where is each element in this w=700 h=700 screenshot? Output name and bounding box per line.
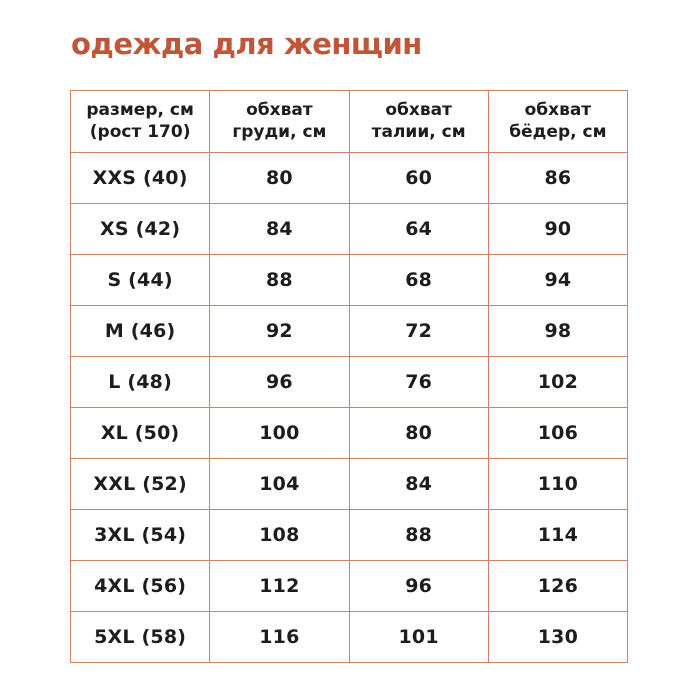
cell-waist: 88 xyxy=(348,509,489,561)
cell-chest: 80 xyxy=(209,152,350,204)
cell-waist: 96 xyxy=(348,560,489,612)
cell-waist: 84 xyxy=(348,458,489,510)
cell-size: 3XL (54) xyxy=(69,509,211,561)
cell-hips: 94 xyxy=(487,254,629,306)
cell-chest: 108 xyxy=(209,509,350,561)
cell-chest: 92 xyxy=(209,305,350,357)
cell-chest: 96 xyxy=(209,356,350,408)
cell-size: XL (50) xyxy=(69,407,211,459)
cell-size: XXL (52) xyxy=(69,458,211,510)
table-row: S (44) 88 68 94 xyxy=(69,254,629,306)
table-header: размер, см (рост 170) обхват груди, см о… xyxy=(69,90,629,153)
header-waist: обхват талии, см xyxy=(348,90,489,153)
size-chart-table: размер, см (рост 170) обхват груди, см о… xyxy=(69,90,629,663)
cell-hips: 130 xyxy=(487,611,629,663)
table-row: L (48) 96 76 102 xyxy=(69,356,629,408)
cell-size: 4XL (56) xyxy=(69,560,211,612)
header-row: размер, см (рост 170) обхват груди, см о… xyxy=(69,90,629,153)
cell-hips: 102 xyxy=(487,356,629,408)
header-chest-line2: груди, см xyxy=(232,121,327,142)
table-row: XXS (40) 80 60 86 xyxy=(69,152,629,204)
cell-size: M (46) xyxy=(69,305,211,357)
cell-waist: 60 xyxy=(348,152,489,204)
cell-size: S (44) xyxy=(69,254,211,306)
cell-size: XXS (40) xyxy=(69,152,211,204)
cell-hips: 98 xyxy=(487,305,629,357)
cell-chest: 112 xyxy=(209,560,350,612)
cell-waist: 80 xyxy=(348,407,489,459)
cell-waist: 68 xyxy=(348,254,489,306)
cell-chest: 116 xyxy=(209,611,350,663)
table-row: XS (42) 84 64 90 xyxy=(69,203,629,255)
header-waist-line2: талии, см xyxy=(371,121,466,142)
cell-size: 5XL (58) xyxy=(69,611,211,663)
cell-chest: 104 xyxy=(209,458,350,510)
header-size-line2: (рост 170) xyxy=(89,121,191,142)
table-row: 5XL (58) 116 101 130 xyxy=(69,611,629,663)
header-chest: обхват груди, см xyxy=(209,90,350,153)
cell-hips: 126 xyxy=(487,560,629,612)
table-row: M (46) 92 72 98 xyxy=(69,305,629,357)
table-row: XXL (52) 104 84 110 xyxy=(69,458,629,510)
header-waist-line1: обхват xyxy=(385,99,452,120)
header-size: размер, см (рост 170) xyxy=(69,90,211,153)
page-title: одежда для женщин xyxy=(71,27,422,61)
table-body: XXS (40) 80 60 86 XS (42) 84 64 90 S (44… xyxy=(69,152,629,663)
cell-hips: 114 xyxy=(487,509,629,561)
cell-waist: 101 xyxy=(348,611,489,663)
cell-chest: 84 xyxy=(209,203,350,255)
table-row: 3XL (54) 108 88 114 xyxy=(69,509,629,561)
table-row: XL (50) 100 80 106 xyxy=(69,407,629,459)
cell-chest: 88 xyxy=(209,254,350,306)
cell-hips: 110 xyxy=(487,458,629,510)
cell-waist: 76 xyxy=(348,356,489,408)
header-hips: обхват бёдер, см xyxy=(487,90,629,153)
table-row: 4XL (56) 112 96 126 xyxy=(69,560,629,612)
cell-hips: 86 xyxy=(487,152,629,204)
cell-chest: 100 xyxy=(209,407,350,459)
header-hips-line1: обхват xyxy=(524,99,592,120)
header-hips-line2: бёдер, см xyxy=(509,121,607,142)
cell-hips: 106 xyxy=(487,407,629,459)
cell-waist: 72 xyxy=(348,305,489,357)
cell-size: L (48) xyxy=(69,356,211,408)
cell-hips: 90 xyxy=(487,203,629,255)
cell-waist: 64 xyxy=(348,203,489,255)
header-chest-line1: обхват xyxy=(246,99,313,120)
cell-size: XS (42) xyxy=(69,203,211,255)
header-size-line1: размер, см xyxy=(86,99,194,120)
